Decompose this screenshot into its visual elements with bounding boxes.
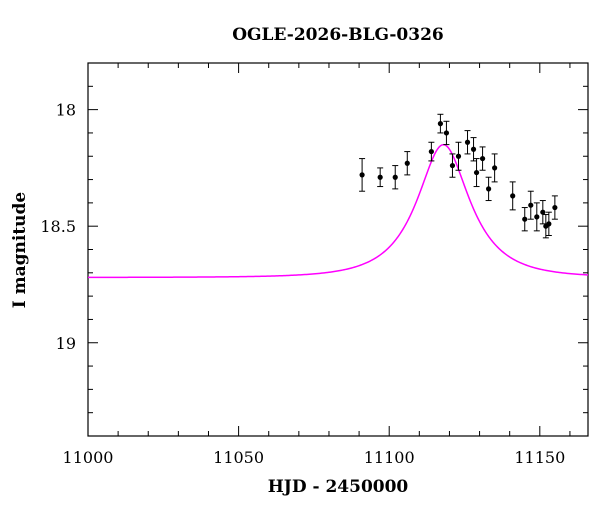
data-marker <box>464 139 471 145</box>
data-point <box>542 214 549 239</box>
data-marker <box>540 209 546 215</box>
data-point <box>437 113 444 134</box>
y-tick-label: 18 <box>56 101 76 120</box>
x-axis-label: HJD - 2450000 <box>268 477 409 497</box>
data-point <box>377 167 384 188</box>
data-marker <box>443 130 450 136</box>
x-tick-label: 11050 <box>213 448 264 467</box>
data-marker <box>486 186 492 192</box>
data-marker <box>449 162 456 169</box>
data-point <box>491 153 498 183</box>
data-point <box>473 158 480 188</box>
data-point <box>404 151 411 176</box>
data-marker <box>534 214 540 220</box>
data-point <box>533 202 540 232</box>
y-tick-label: 19 <box>56 334 76 353</box>
data-marker <box>552 204 558 211</box>
data-point <box>449 153 456 178</box>
data-point <box>428 141 435 162</box>
data-point <box>479 146 486 171</box>
axis-ticks <box>87 62 588 437</box>
chart-title: OGLE-2026-BLG-0326 <box>232 25 444 45</box>
y-axis-label: I magnitude <box>10 192 30 309</box>
data-point <box>392 165 399 190</box>
data-point <box>485 176 492 202</box>
data-marker <box>510 193 516 199</box>
data-point <box>545 211 552 237</box>
data-point <box>470 137 477 162</box>
data-marker <box>470 146 477 152</box>
data-points <box>359 113 558 239</box>
data-point <box>551 195 558 220</box>
data-marker <box>377 174 383 180</box>
data-point <box>521 207 528 232</box>
data-point <box>509 181 516 211</box>
data-marker <box>492 165 498 171</box>
data-marker <box>479 155 486 162</box>
x-tick-label: 11000 <box>63 448 114 467</box>
data-marker <box>522 216 528 222</box>
data-marker <box>428 148 434 155</box>
model-curve <box>88 143 589 279</box>
data-marker <box>546 221 552 227</box>
data-point <box>464 130 471 155</box>
data-marker <box>392 174 398 180</box>
data-point <box>539 200 546 225</box>
data-marker <box>437 121 444 127</box>
data-point <box>359 158 366 192</box>
data-point <box>455 141 462 171</box>
data-marker <box>473 169 480 176</box>
data-marker <box>528 202 534 208</box>
x-tick-label: 11150 <box>514 448 565 467</box>
data-point <box>527 190 534 220</box>
axis-tick-labels: 11000 11050 11100 11150 18 18.5 19 <box>40 101 565 467</box>
data-marker <box>455 153 462 159</box>
plot-frame <box>87 62 589 437</box>
y-tick-label: 18.5 <box>40 217 76 236</box>
x-tick-label: 11100 <box>364 448 415 467</box>
data-marker <box>359 172 365 178</box>
data-marker <box>404 160 410 166</box>
data-point <box>443 120 450 146</box>
